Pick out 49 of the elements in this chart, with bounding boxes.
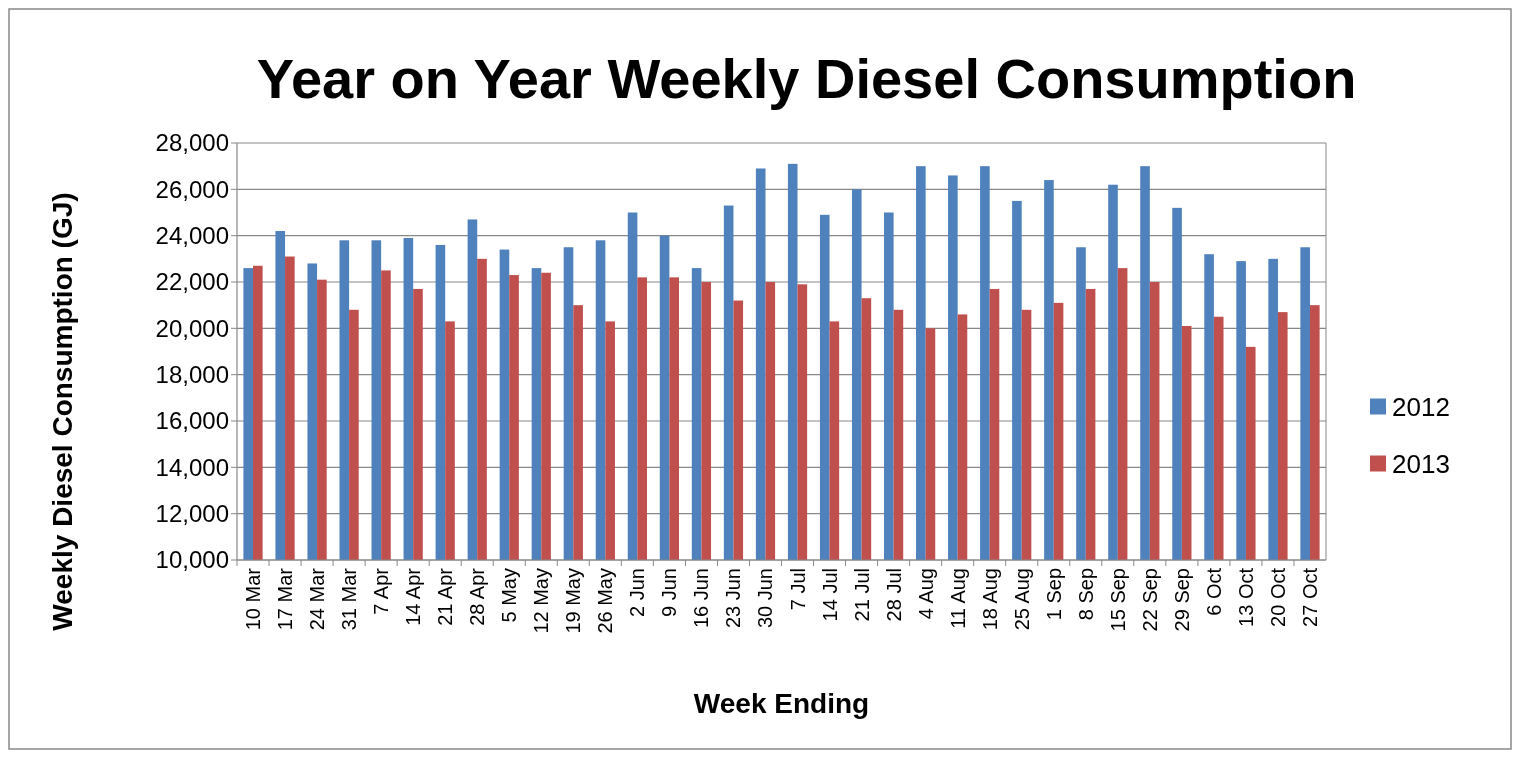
x-tick-label: 18 Aug: [978, 568, 1001, 631]
y-tick-label: 24,000: [155, 222, 229, 250]
y-tick-label: 16,000: [155, 407, 229, 435]
x-tick-label: 10 Mar: [242, 567, 265, 631]
y-tick-label: 26,000: [155, 175, 229, 203]
y-axis-title: Weekly Diesel Consumption (GJ): [47, 192, 78, 631]
x-tick-label: 2 Jun: [626, 568, 649, 617]
y-tick-label: 18,000: [155, 361, 229, 389]
chart-title: Year on Year Weekly Diesel Consumption: [256, 47, 1357, 110]
x-tick-label: 22 Sep: [1138, 568, 1161, 632]
y-tick-label: 12,000: [155, 500, 229, 528]
legend-label: 2013: [1392, 448, 1450, 479]
x-tick-label: 1 Sep: [1042, 568, 1065, 621]
x-tick-label: 30 Jun: [754, 568, 777, 629]
x-tick-label: 6 Oct: [1202, 567, 1225, 616]
x-tick-label: 7 Jul: [786, 568, 809, 611]
x-tick-label: 27 Oct: [1298, 567, 1321, 627]
legend-label: 2012: [1392, 391, 1450, 422]
y-tick-label: 22,000: [155, 268, 229, 296]
x-tick-label: 28 Apr: [466, 567, 489, 626]
x-tick-label: 21 Apr: [434, 567, 457, 626]
x-tick-label: 7 Apr: [370, 567, 393, 615]
x-tick-label: 5 May: [498, 568, 521, 623]
x-tick-label: 12 May: [530, 568, 553, 634]
y-tick-label: 20,000: [155, 314, 229, 342]
x-tick-label: 17 Mar: [274, 567, 297, 631]
x-tick-label: 31 Mar: [338, 567, 361, 631]
x-tick-label: 15 Sep: [1106, 568, 1129, 632]
x-tick-label: 8 Sep: [1074, 568, 1097, 621]
x-tick-label: 19 May: [562, 568, 585, 634]
y-tick-label: 14,000: [155, 453, 229, 481]
x-tick-label: 25 Aug: [1010, 568, 1033, 631]
x-tick-label: 11 Aug: [946, 568, 969, 629]
y-tick-label: 10,000: [155, 546, 229, 574]
x-tick-label: 28 Jul: [882, 568, 905, 622]
x-tick-label: 14 Jul: [818, 568, 841, 622]
x-tick-label: 16 Jun: [690, 568, 713, 629]
x-tick-label: 21 Jul: [850, 568, 873, 622]
x-tick-label: 29 Sep: [1170, 568, 1193, 632]
x-tick-label: 26 May: [594, 568, 617, 634]
x-tick-label: 23 Jun: [722, 568, 745, 629]
y-tick-label: 28,000: [155, 129, 229, 157]
x-tick-label: 20 Oct: [1266, 567, 1289, 627]
x-tick-label: 14 Apr: [402, 567, 425, 626]
x-tick-label: 24 Mar: [306, 567, 329, 631]
x-tick-label: 4 Aug: [914, 568, 937, 620]
x-tick-label: 9 Jun: [658, 568, 681, 617]
x-axis-title: Week Ending: [693, 688, 870, 719]
x-tick-label: 13 Oct: [1234, 567, 1257, 627]
